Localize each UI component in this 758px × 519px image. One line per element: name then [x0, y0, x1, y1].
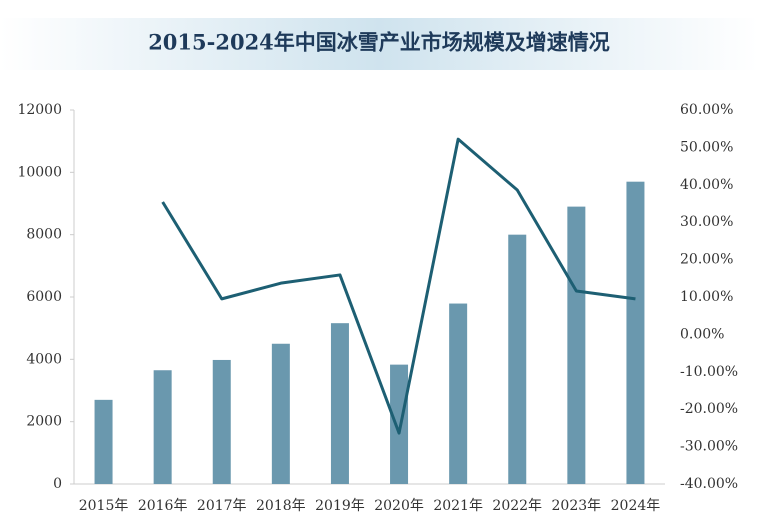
bar — [567, 206, 586, 484]
x-tick-label: 2015年 — [79, 498, 129, 514]
y2-tick-label: 30.00% — [680, 214, 733, 230]
bar — [626, 181, 645, 484]
bar — [508, 234, 527, 484]
y2-tick-label: 50.00% — [680, 139, 733, 155]
y2-tick-label: -40.00% — [680, 476, 738, 492]
y2-tick-label: -30.00% — [680, 439, 738, 455]
y2-tick-label: 0.00% — [680, 326, 724, 342]
y2-tick-label: 40.00% — [680, 177, 733, 193]
bar — [390, 364, 409, 484]
y2-tick-label: -20.00% — [680, 401, 738, 417]
y-tick-label: 0 — [53, 476, 62, 492]
bar — [153, 370, 172, 484]
x-tick-label: 2023年 — [552, 498, 602, 514]
x-tick-label: 2018年 — [256, 498, 306, 514]
bar — [449, 303, 468, 484]
x-tick-label: 2022年 — [492, 498, 542, 514]
y2-tick-label: 10.00% — [680, 289, 733, 305]
y-tick-label: 2000 — [26, 414, 62, 430]
y2-tick-label: -10.00% — [680, 364, 738, 380]
y2-tick-label: 20.00% — [680, 252, 733, 268]
x-tick-label: 2017年 — [197, 498, 247, 514]
x-tick-label: 2024年 — [611, 498, 661, 514]
growth-line — [161, 137, 636, 435]
bar — [94, 399, 113, 484]
y-tick-label: 4000 — [26, 351, 62, 367]
bar — [271, 343, 290, 484]
x-tick-label: 2020年 — [374, 498, 424, 514]
y-tick-label: 8000 — [26, 227, 62, 243]
title-band — [0, 18, 758, 70]
y-tick-label: 10000 — [17, 164, 62, 180]
x-tick-label: 2019年 — [315, 498, 365, 514]
bar — [212, 359, 231, 484]
x-tick-label: 2016年 — [138, 498, 188, 514]
y2-tick-label: 60.00% — [680, 102, 733, 118]
chart-title: 2015-2024年中国冰雪产业市场规模及增速情况 — [148, 30, 610, 55]
y-tick-label: 6000 — [26, 289, 62, 305]
y-tick-label: 12000 — [17, 102, 62, 118]
x-tick-label: 2021年 — [433, 498, 483, 514]
bar — [330, 323, 349, 484]
